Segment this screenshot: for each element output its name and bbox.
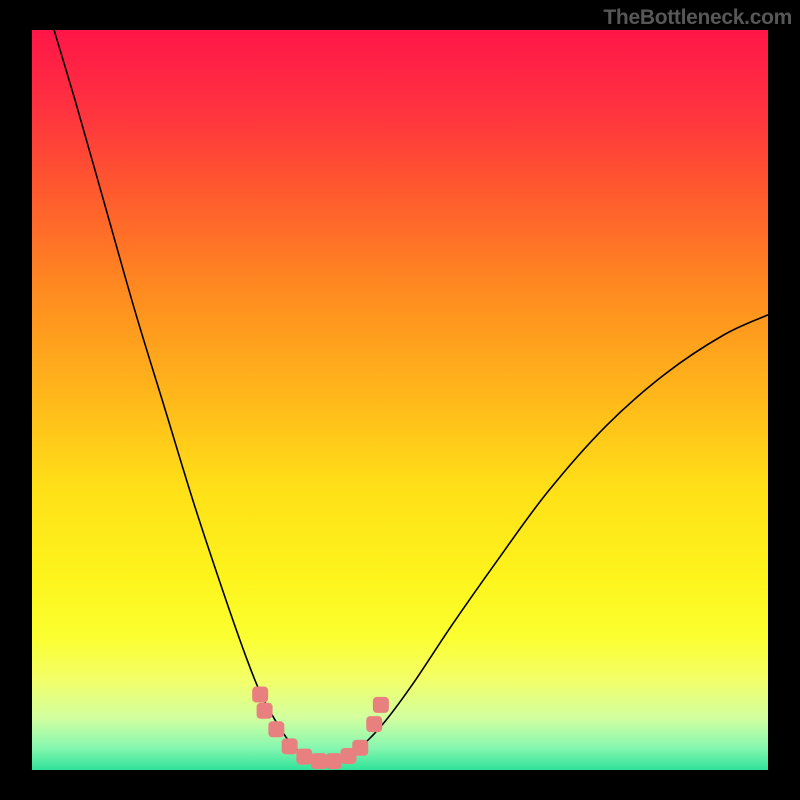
valley-marker	[373, 697, 389, 713]
valley-marker	[282, 738, 298, 754]
valley-marker	[326, 753, 342, 769]
valley-marker	[352, 740, 368, 756]
stage: TheBottleneck.com	[0, 0, 800, 800]
curve-layer	[32, 30, 768, 770]
bottleneck-curve	[54, 30, 768, 762]
valley-marker	[257, 703, 273, 719]
valley-marker	[366, 716, 382, 732]
valley-marker	[268, 721, 284, 737]
valley-markers	[252, 687, 389, 770]
valley-marker	[252, 687, 268, 703]
valley-marker	[311, 753, 327, 769]
watermark-text: TheBottleneck.com	[603, 6, 792, 30]
valley-marker	[296, 749, 312, 765]
plot-area	[32, 30, 768, 770]
